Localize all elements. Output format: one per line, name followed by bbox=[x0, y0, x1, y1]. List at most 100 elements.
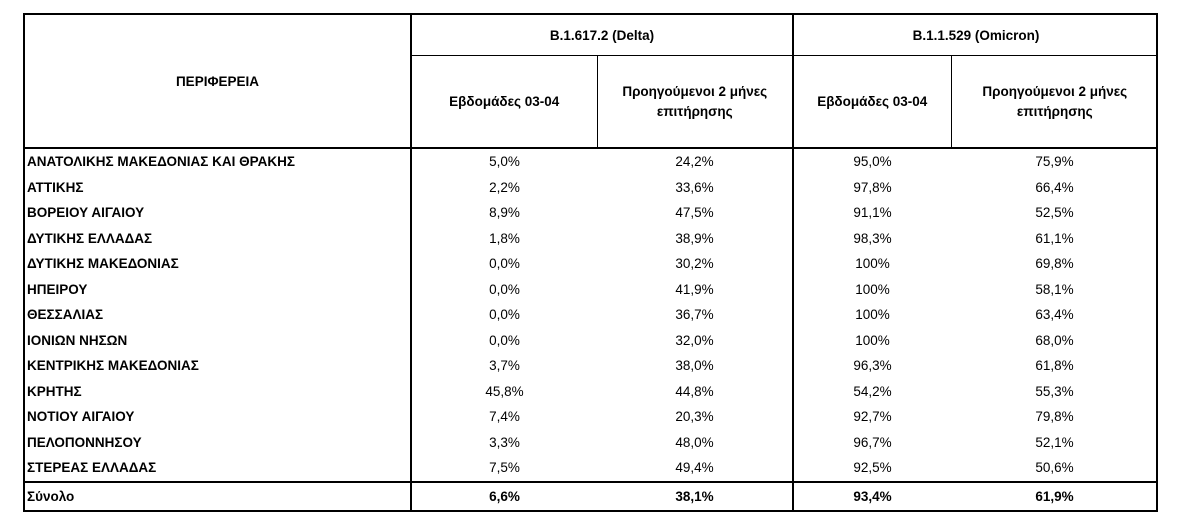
omicron-prev-value: 52,5% bbox=[1035, 205, 1074, 221]
table-row: ΝΟΤΙΟΥ ΑΙΓΑΙΟΥ 7,4% 20,3% 92,7% 79,8% bbox=[25, 404, 1158, 430]
region-name: ΘΕΣΣΑΛΙΑΣ bbox=[25, 302, 412, 328]
delta-prev-value: 38,9% bbox=[597, 225, 795, 251]
omicron-prev-value: 66,4% bbox=[1035, 179, 1074, 195]
table-body: ΑΝΑΤΟΛΙΚΗΣ ΜΑΚΕΔΟΝΙΑΣ ΚΑΙ ΘΡΑΚΗΣ 5,0% 24,2… bbox=[25, 148, 1158, 482]
omicron-prev-value: 50,6% bbox=[1035, 460, 1074, 476]
region-name: ΝΟΤΙΟΥ ΑΙΓΑΙΟΥ bbox=[25, 404, 412, 430]
delta-weeks-value: 3,7% bbox=[489, 358, 520, 374]
delta-prev-value: 36,7% bbox=[597, 302, 795, 328]
table-row: ΠΕΛΟΠΟΝΝΗΣΟΥ 3,3% 48,0% 96,7% 52,1% bbox=[25, 429, 1158, 455]
omicron-prev-value: 63,4% bbox=[1035, 307, 1074, 323]
delta-weeks-value: 2,2% bbox=[489, 179, 520, 195]
omicron-prev-value: 75,9% bbox=[1035, 154, 1074, 170]
region-name: ΚΕΝΤΡΙΚΗΣ ΜΑΚΕΔΟΝΙΑΣ bbox=[25, 353, 412, 379]
omicron-weeks-value: 95,0% bbox=[853, 154, 892, 170]
total-omicron-weeks: 93,4% bbox=[793, 480, 952, 510]
delta-prev-value: 49,4% bbox=[597, 455, 795, 482]
table-row: ΣΤΕΡΕΑΣ ΕΛΛΑΔΑΣ 7,5% 49,4% 92,5% 50,6% bbox=[25, 455, 1158, 482]
region-column-header: ΠΕΡΙΦΕΡΕΙΑ bbox=[25, 15, 412, 149]
omicron-weeks-value: 96,3% bbox=[853, 358, 892, 374]
omicron-weeks-value: 100% bbox=[855, 307, 890, 323]
omicron-prev-value: 61,1% bbox=[1035, 230, 1074, 246]
omicron-prev-header-line2: επιτήρησης bbox=[1016, 103, 1093, 119]
region-name: ΒΟΡΕΙΟΥ ΑΙΓΑΙΟΥ bbox=[25, 200, 412, 226]
omicron-weeks-value: 100% bbox=[855, 281, 890, 297]
delta-weeks-value: 0,0% bbox=[489, 281, 520, 297]
delta-weeks-value: 8,9% bbox=[489, 205, 520, 221]
omicron-prev-header: Προηγούμενοι 2 μήνες επιτήρησης bbox=[951, 55, 1159, 149]
table-row: ΚΡΗΤΗΣ 45,8% 44,8% 54,2% 55,3% bbox=[25, 378, 1158, 404]
delta-weeks-header: Εβδομάδες 03-04 bbox=[411, 55, 598, 149]
omicron-weeks-value: 92,5% bbox=[853, 460, 892, 476]
table-row: ΙΟΝΙΩΝ ΝΗΣΩΝ 0,0% 32,0% 100% 68,0% bbox=[25, 327, 1158, 353]
region-name: ΣΤΕΡΕΑΣ ΕΛΛΑΔΑΣ bbox=[25, 455, 412, 482]
delta-prev-value: 32,0% bbox=[597, 327, 795, 353]
sub-header-row: Εβδομάδες 03-04 Προηγούμενοι 2 μήνες επι… bbox=[25, 55, 1159, 149]
omicron-prev-value: 55,3% bbox=[1035, 383, 1074, 399]
delta-prev-value: 38,0% bbox=[597, 353, 795, 379]
delta-weeks-value: 0,0% bbox=[489, 256, 520, 272]
total-delta-prev: 38,1% bbox=[597, 480, 795, 510]
delta-prev-value: 47,5% bbox=[597, 200, 795, 226]
region-name: ΔΥΤΙΚΗΣ ΜΑΚΕΔΟΝΙΑΣ bbox=[25, 251, 412, 277]
omicron-weeks-value: 100% bbox=[855, 256, 890, 272]
omicron-weeks-value: 98,3% bbox=[853, 230, 892, 246]
omicron-prev-value: 68,0% bbox=[1035, 332, 1074, 348]
omicron-prev-value: 79,8% bbox=[1035, 409, 1074, 425]
delta-prev-value: 41,9% bbox=[597, 276, 795, 302]
delta-weeks-value: 0,0% bbox=[489, 332, 520, 348]
table-row: ΚΕΝΤΡΙΚΗΣ ΜΑΚΕΔΟΝΙΑΣ 3,7% 38,0% 96,3% 61,8% bbox=[25, 353, 1158, 379]
omicron-weeks-value: 100% bbox=[855, 332, 890, 348]
delta-prev-value: 33,6% bbox=[597, 174, 795, 200]
region-name: ΔΥΤΙΚΗΣ ΕΛΛΑΔΑΣ bbox=[25, 225, 412, 251]
total-delta-weeks: 6,6% bbox=[411, 480, 597, 510]
region-name: ΑΤΤΙΚΗΣ bbox=[25, 174, 412, 200]
variant-table: ΠΕΡΙΦΕΡΕΙΑ B.1.617.2 (Delta) B.1.1.529 (… bbox=[23, 13, 1159, 512]
delta-prev-header: Προηγούμενοι 2 μήνες επιτήρησης bbox=[597, 55, 795, 149]
total-label: Σύνολο bbox=[25, 480, 412, 510]
omicron-group-header: B.1.1.529 (Omicron) bbox=[793, 15, 1159, 56]
omicron-prev-header-line1: Προηγούμενοι 2 μήνες bbox=[982, 83, 1128, 99]
table-row: ΔΥΤΙΚΗΣ ΜΑΚΕΔΟΝΙΑΣ 0,0% 30,2% 100% 69,8% bbox=[25, 251, 1158, 277]
region-name: ΑΝΑΤΟΛΙΚΗΣ ΜΑΚΕΔΟΝΙΑΣ ΚΑΙ ΘΡΑΚΗΣ bbox=[25, 148, 412, 175]
delta-prev-value: 24,2% bbox=[597, 148, 795, 175]
table-row: ΗΠΕΙΡΟΥ 0,0% 41,9% 100% 58,1% bbox=[25, 276, 1158, 302]
table-row: ΒΟΡΕΙΟΥ ΑΙΓΑΙΟΥ 8,9% 47,5% 91,1% 52,5% bbox=[25, 200, 1158, 226]
region-name: ΚΡΗΤΗΣ bbox=[25, 378, 412, 404]
delta-prev-value: 44,8% bbox=[597, 378, 795, 404]
omicron-weeks-value: 92,7% bbox=[853, 409, 892, 425]
region-name: ΙΟΝΙΩΝ ΝΗΣΩΝ bbox=[25, 327, 412, 353]
region-name: ΗΠΕΙΡΟΥ bbox=[25, 276, 412, 302]
region-name: ΠΕΛΟΠΟΝΝΗΣΟΥ bbox=[25, 429, 412, 455]
omicron-prev-value: 61,8% bbox=[1035, 358, 1074, 374]
delta-weeks-value: 0,0% bbox=[489, 307, 520, 323]
table-row: ΑΝΑΤΟΛΙΚΗΣ ΜΑΚΕΔΟΝΙΑΣ ΚΑΙ ΘΡΑΚΗΣ 5,0% 24,2… bbox=[25, 148, 1158, 175]
group-header-row: ΠΕΡΙΦΕΡΕΙΑ B.1.617.2 (Delta) B.1.1.529 (… bbox=[25, 15, 1159, 149]
delta-weeks-value: 7,4% bbox=[489, 409, 520, 425]
omicron-prev-value: 52,1% bbox=[1035, 434, 1074, 450]
delta-weeks-value: 3,3% bbox=[489, 434, 520, 450]
delta-prev-value: 20,3% bbox=[597, 404, 795, 430]
omicron-weeks-value: 54,2% bbox=[853, 383, 892, 399]
omicron-weeks-value: 91,1% bbox=[853, 205, 892, 221]
table-row: ΘΕΣΣΑΛΙΑΣ 0,0% 36,7% 100% 63,4% bbox=[25, 302, 1158, 328]
omicron-weeks-header: Εβδομάδες 03-04 bbox=[793, 55, 952, 149]
table-row: ΔΥΤΙΚΗΣ ΕΛΛΑΔΑΣ 1,8% 38,9% 98,3% 61,1% bbox=[25, 225, 1158, 251]
delta-weeks-value: 45,8% bbox=[485, 383, 524, 399]
table-row: ΑΤΤΙΚΗΣ 2,2% 33,6% 97,8% 66,4% bbox=[25, 174, 1158, 200]
delta-weeks-value: 1,8% bbox=[489, 230, 520, 246]
total-omicron-prev: 61,9% bbox=[951, 480, 1159, 510]
omicron-prev-value: 58,1% bbox=[1035, 281, 1074, 297]
delta-weeks-value: 5,0% bbox=[489, 154, 520, 170]
delta-group-header: B.1.617.2 (Delta) bbox=[411, 15, 795, 56]
total-row: Σύνολο 6,6% 38,1% 93,4% 61,9% bbox=[25, 480, 1159, 510]
delta-prev-value: 30,2% bbox=[597, 251, 795, 277]
variant-table-grid: ΠΕΡΙΦΕΡΕΙΑ B.1.617.2 (Delta) B.1.1.529 (… bbox=[25, 15, 1159, 510]
delta-prev-header-line2: επιτήρησης bbox=[656, 103, 733, 119]
delta-weeks-value: 7,5% bbox=[489, 460, 520, 476]
omicron-weeks-value: 97,8% bbox=[853, 179, 892, 195]
omicron-prev-value: 69,8% bbox=[1035, 256, 1074, 272]
delta-prev-header-line1: Προηγούμενοι 2 μήνες bbox=[622, 83, 768, 99]
delta-prev-value: 48,0% bbox=[597, 429, 795, 455]
omicron-weeks-value: 96,7% bbox=[853, 434, 892, 450]
